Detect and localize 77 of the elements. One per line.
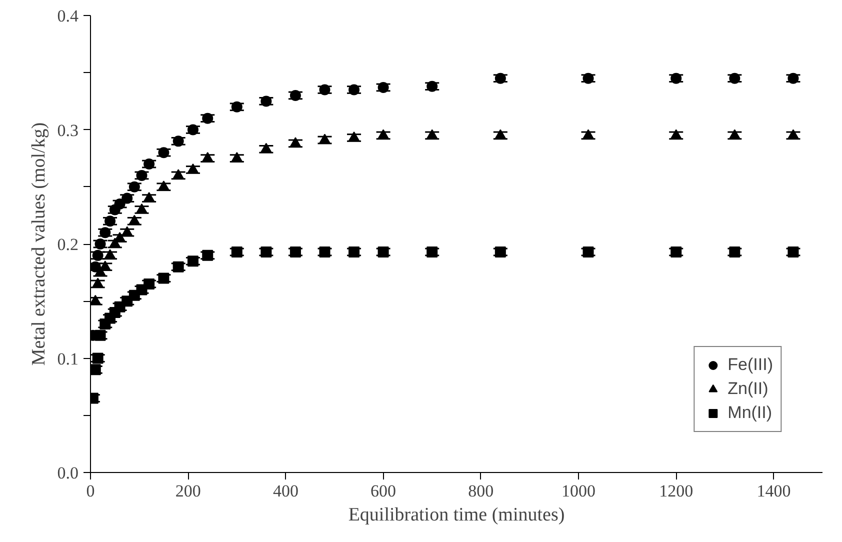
x-axis-title: Equilibration time (minutes) bbox=[348, 504, 565, 526]
x-tick-label: 0 bbox=[86, 482, 95, 500]
point bbox=[494, 129, 506, 139]
point bbox=[670, 246, 682, 258]
point bbox=[128, 181, 140, 192]
point bbox=[348, 84, 360, 96]
point bbox=[426, 246, 438, 258]
point bbox=[92, 352, 104, 364]
point bbox=[144, 158, 155, 170]
x-tick-label: 1000 bbox=[562, 482, 596, 500]
point bbox=[122, 226, 133, 236]
point bbox=[348, 131, 360, 142]
point bbox=[729, 246, 740, 258]
point bbox=[187, 124, 198, 136]
x-tick-label: 800 bbox=[468, 482, 494, 500]
point bbox=[788, 246, 799, 258]
point bbox=[260, 142, 272, 153]
point bbox=[670, 129, 682, 139]
legend-label: Mn(II) bbox=[728, 403, 772, 423]
point bbox=[788, 72, 799, 84]
point bbox=[319, 134, 330, 144]
legend-label: Zn(II) bbox=[728, 379, 768, 399]
y-tick-label: 0.0 bbox=[57, 464, 78, 482]
point bbox=[231, 101, 242, 112]
point bbox=[100, 260, 111, 270]
point bbox=[114, 198, 126, 210]
point bbox=[260, 246, 272, 258]
point bbox=[290, 137, 301, 147]
point bbox=[136, 170, 148, 181]
point bbox=[144, 192, 155, 202]
point bbox=[92, 278, 104, 288]
point bbox=[94, 330, 106, 341]
point bbox=[582, 246, 594, 258]
point bbox=[158, 147, 170, 158]
point bbox=[378, 82, 389, 93]
point bbox=[202, 152, 214, 162]
point bbox=[788, 129, 799, 139]
point bbox=[90, 364, 101, 376]
point bbox=[670, 72, 682, 84]
y-tick-label: 0.1 bbox=[57, 349, 78, 368]
point bbox=[494, 72, 506, 84]
point bbox=[348, 246, 360, 258]
point bbox=[378, 129, 389, 139]
point bbox=[231, 246, 242, 258]
point bbox=[426, 80, 438, 92]
point bbox=[136, 203, 148, 214]
point bbox=[231, 152, 242, 162]
point bbox=[378, 246, 389, 258]
point bbox=[260, 96, 272, 107]
point bbox=[582, 72, 594, 84]
x-tick-label: 400 bbox=[272, 482, 298, 500]
point bbox=[729, 72, 740, 84]
point bbox=[426, 129, 438, 139]
x-tick-label: 1200 bbox=[659, 482, 694, 500]
x-tick-label: 200 bbox=[175, 482, 201, 500]
point bbox=[202, 112, 214, 124]
y-tick-label: 0.2 bbox=[57, 235, 78, 254]
y-tick-label: 0.3 bbox=[57, 120, 78, 140]
point bbox=[128, 214, 140, 225]
x-tick-label: 1400 bbox=[756, 482, 791, 500]
point bbox=[494, 246, 506, 258]
point bbox=[319, 246, 330, 258]
point bbox=[122, 192, 133, 204]
legend-label: Fe(III) bbox=[728, 355, 773, 375]
point bbox=[290, 90, 301, 101]
point bbox=[729, 129, 740, 139]
point bbox=[94, 266, 106, 276]
point bbox=[582, 129, 594, 139]
x-tick-label: 600 bbox=[370, 482, 396, 500]
point bbox=[319, 84, 330, 96]
point bbox=[104, 216, 116, 227]
y-tick-label: 0.4 bbox=[57, 6, 79, 26]
point bbox=[158, 180, 170, 190]
point bbox=[90, 294, 101, 305]
y-axis-title: Metal extracted values (mol/kg) bbox=[28, 122, 50, 366]
point bbox=[290, 246, 301, 258]
point bbox=[172, 136, 184, 147]
